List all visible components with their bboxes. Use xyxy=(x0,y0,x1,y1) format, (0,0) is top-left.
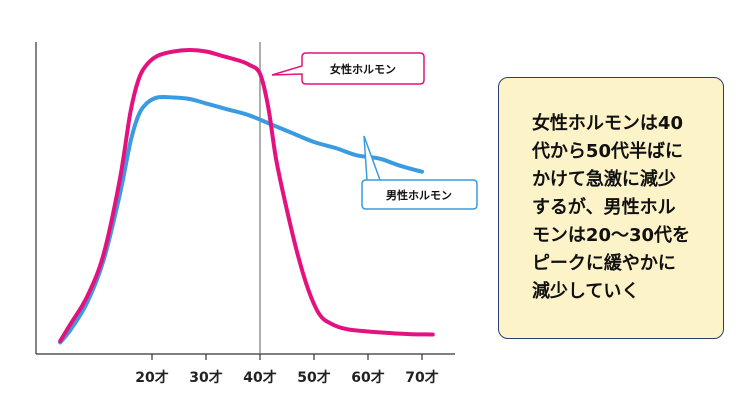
x-tick-label: 30才 xyxy=(189,369,222,386)
male-hormone-line xyxy=(58,94,424,345)
female-callout-bubble xyxy=(271,52,425,85)
x-tick-label: 60才 xyxy=(351,369,384,386)
summary-note-box: 女性ホルモンは40 代から50代半ばに かけて急激に減少 するが、男性ホル モン… xyxy=(498,77,724,339)
x-tick-label: 20才 xyxy=(135,369,168,386)
male-callout-bubble xyxy=(361,135,478,210)
female-hormone-line xyxy=(58,48,435,343)
summary-note-text: 女性ホルモンは40 代から50代半ばに かけて急激に減少 するが、男性ホル モン… xyxy=(531,113,691,302)
male-callout-label: 男性ホルモン xyxy=(386,188,452,202)
x-tick-label: 40才 xyxy=(243,369,276,386)
male-hormone-callout: 男性ホルモン xyxy=(361,135,478,210)
x-tick-label: 70才 xyxy=(405,369,438,386)
x-axis-ticks: 20才 30才 40才 50才 60才 70才 xyxy=(135,354,439,386)
x-tick-label: 50才 xyxy=(297,369,330,386)
female-callout-label: 女性ホルモン xyxy=(330,62,396,76)
series-layer xyxy=(58,48,435,345)
female-hormone-callout: 女性ホルモン xyxy=(271,52,425,85)
